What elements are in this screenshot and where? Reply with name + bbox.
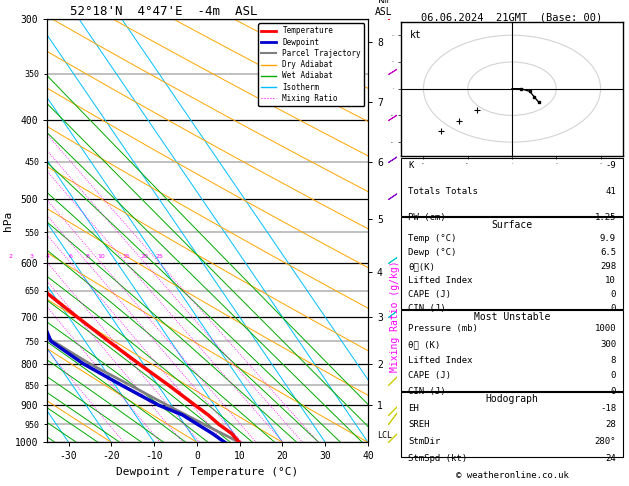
Text: CAPE (J): CAPE (J) [408,371,451,381]
Text: θᴄ(K): θᴄ(K) [408,262,435,271]
Text: Surface: Surface [491,220,533,230]
Text: K: K [408,161,413,170]
Text: 0: 0 [611,387,616,396]
Text: Totals Totals: Totals Totals [408,187,478,196]
Text: 300: 300 [600,340,616,349]
Text: CIN (J): CIN (J) [408,387,445,396]
Text: 15: 15 [123,255,130,260]
Text: CIN (J): CIN (J) [408,304,445,313]
Text: Temp (°C): Temp (°C) [408,234,456,243]
Text: SREH: SREH [408,420,430,430]
Text: 280°: 280° [594,437,616,446]
Text: CAPE (J): CAPE (J) [408,290,451,299]
Text: 10: 10 [97,255,105,260]
Text: 10: 10 [605,276,616,285]
Text: 28: 28 [605,420,616,430]
Text: -9: -9 [605,161,616,170]
Text: kt: kt [410,30,422,40]
Text: Hodograph: Hodograph [486,394,538,404]
Text: θᴄ (K): θᴄ (K) [408,340,440,349]
Text: Mixing Ratio (g/kg): Mixing Ratio (g/kg) [390,260,400,372]
Text: Pressure (mb): Pressure (mb) [408,324,478,333]
Text: hPa: hPa [3,211,13,231]
Text: Lifted Index: Lifted Index [408,276,472,285]
Text: 52°18'N  4°47'E  -4m  ASL: 52°18'N 4°47'E -4m ASL [70,5,257,18]
Text: 0: 0 [611,304,616,313]
Text: 1000: 1000 [594,324,616,333]
Text: 4: 4 [45,255,50,260]
Text: 2: 2 [8,255,13,260]
Text: 3: 3 [30,255,34,260]
Text: StmDir: StmDir [408,437,440,446]
Text: km
ASL: km ASL [375,0,392,17]
Text: 06.06.2024  21GMT  (Base: 00): 06.06.2024 21GMT (Base: 00) [421,12,603,22]
Text: 20: 20 [141,255,148,260]
Text: 298: 298 [600,262,616,271]
Text: Lifted Index: Lifted Index [408,356,472,364]
Legend: Temperature, Dewpoint, Parcel Trajectory, Dry Adiabat, Wet Adiabat, Isotherm, Mi: Temperature, Dewpoint, Parcel Trajectory… [258,23,364,106]
Text: -18: -18 [600,404,616,413]
Text: 0: 0 [611,371,616,381]
Text: 6: 6 [69,255,72,260]
Text: 41: 41 [605,187,616,196]
Text: 6.5: 6.5 [600,248,616,257]
Text: 0: 0 [611,290,616,299]
Text: StmSpd (kt): StmSpd (kt) [408,453,467,463]
Text: 1.25: 1.25 [594,213,616,223]
Text: 9.9: 9.9 [600,234,616,243]
Text: EH: EH [408,404,419,413]
Text: © weatheronline.co.uk: © weatheronline.co.uk [455,471,569,480]
Text: Dewp (°C): Dewp (°C) [408,248,456,257]
X-axis label: Dewpoint / Temperature (°C): Dewpoint / Temperature (°C) [116,467,299,477]
Text: 24: 24 [605,453,616,463]
Text: 8: 8 [611,356,616,364]
Text: 8: 8 [86,255,89,260]
Text: 25: 25 [155,255,164,260]
Text: PW (cm): PW (cm) [408,213,445,223]
Text: LCL: LCL [377,431,392,440]
Text: Most Unstable: Most Unstable [474,312,550,322]
